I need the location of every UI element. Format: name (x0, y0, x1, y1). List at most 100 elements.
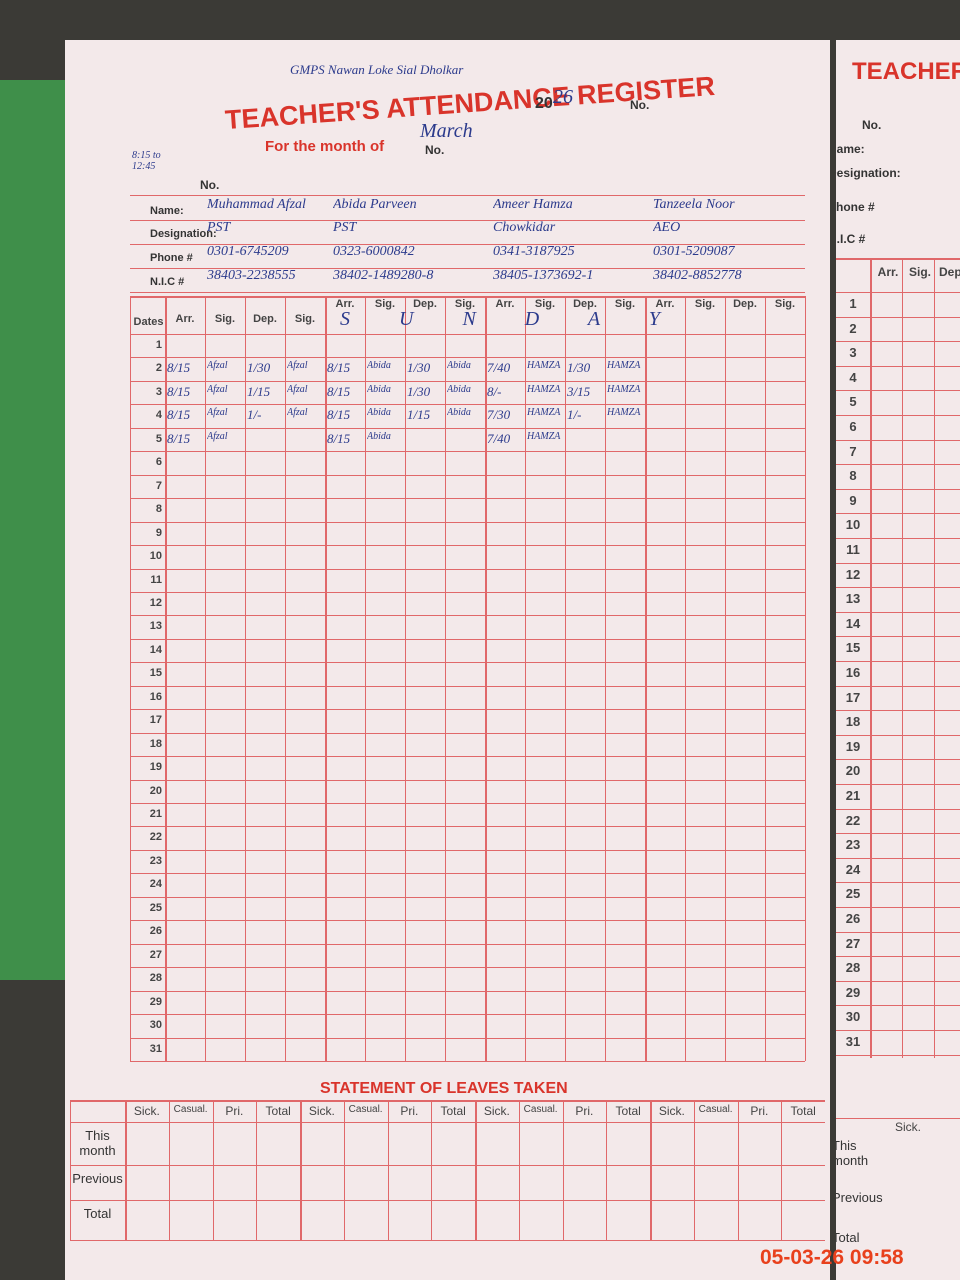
date: 10 (845, 517, 861, 533)
date: 6 (155, 456, 162, 469)
date: 25 (845, 886, 861, 902)
column-header: Sig. (534, 298, 556, 310)
rule-line (125, 1100, 127, 1240)
date: 30 (845, 1009, 861, 1025)
rule-line (836, 341, 960, 343)
entry-arr-sig: Afzal (207, 407, 228, 419)
entry-dep-sig: Abida (447, 383, 471, 395)
entry-arr: 8/15 (167, 430, 191, 446)
date: 5 (849, 394, 857, 410)
entry-dep-sig: Afzal (287, 360, 308, 372)
rule-line (70, 1100, 825, 1102)
date: 28 (845, 960, 861, 976)
rule-line (836, 759, 960, 761)
entry-arr-sig: HAMZA (527, 430, 561, 442)
rule-line (130, 803, 805, 804)
rule-line (836, 464, 960, 466)
rule-line (130, 591, 805, 593)
entry-dep-sig: Afzal (287, 407, 308, 419)
entry-dep-sig: Afzal (287, 383, 308, 395)
rule-line (285, 296, 286, 1061)
teacher-designation: PST (207, 220, 231, 235)
date: 14 (149, 643, 162, 656)
date: 29 (845, 984, 861, 1000)
rule-line (562, 1100, 564, 1240)
column-header: Dep. (413, 298, 437, 310)
teacher-nic: 38402-1489280-8 (333, 268, 434, 283)
rule-line (650, 1100, 652, 1240)
rule-line (130, 498, 805, 500)
column-header: Sig. (374, 298, 396, 310)
rule-line (836, 1118, 960, 1119)
column-header: Arr. (335, 298, 355, 310)
entry-arr: 7/40 (487, 430, 511, 446)
rule-line (836, 882, 960, 884)
rule-line (130, 220, 805, 221)
rule-line (445, 296, 446, 1061)
rule-line (836, 956, 960, 958)
date: 31 (845, 1034, 861, 1049)
rule-line (836, 258, 960, 260)
teacher-name: Muhammad Afzal (207, 197, 306, 212)
rule-line (130, 662, 805, 664)
rule-line (431, 1100, 433, 1240)
day-note: S U N D A Y (340, 308, 682, 330)
date: 6 (849, 419, 857, 434)
rule-line (387, 1100, 389, 1240)
rule-line (165, 296, 167, 1061)
margin-note: 8:15 to 12:45 (132, 150, 161, 172)
rule-line (836, 857, 960, 859)
rule-line (836, 907, 960, 908)
leave-column-header: Sick. (308, 1104, 335, 1118)
rule-line (365, 296, 366, 1061)
rule-line (70, 1165, 825, 1166)
date: 23 (845, 837, 861, 853)
entry-arr-sig: Afzal (207, 430, 228, 442)
date: 15 (845, 640, 861, 656)
leave-column-header: Pri. (575, 1104, 594, 1118)
column-header: Sig. (454, 298, 476, 310)
rule-line (836, 488, 960, 490)
entry-dep: 1/- (567, 407, 582, 423)
rule-line (565, 296, 566, 1061)
rule-line (525, 296, 526, 1061)
timestamp: 05-03-26 09:58 (760, 1246, 904, 1269)
rule-line (836, 1005, 960, 1007)
rule-line (130, 568, 805, 570)
date: 23 (149, 854, 162, 867)
leave-row-label: Previous (836, 1190, 883, 1205)
leave-column-header: Casual. (348, 1104, 383, 1115)
column-header: Arr. (175, 313, 195, 325)
entry-arr-sig: HAMZA (527, 383, 561, 395)
leave-column-header: Casual. (523, 1104, 558, 1115)
teacher-designation: PST (333, 220, 357, 235)
date: 7 (849, 443, 857, 459)
leave-column-header: Total (265, 1104, 291, 1118)
date: 21 (845, 788, 861, 803)
field-label: Phone # (150, 252, 193, 264)
entry-arr: 8/15 (167, 383, 191, 399)
year: 26 (553, 86, 573, 108)
teacher-name: Abida Parveen (333, 197, 417, 212)
column-header: Sig. (908, 265, 931, 279)
date: 26 (149, 925, 162, 938)
date: 14 (845, 615, 861, 631)
date: 4 (849, 369, 857, 385)
date: 30 (149, 1019, 162, 1032)
field-label: N.I.C # (150, 276, 185, 288)
dates-label: Dates (133, 316, 164, 328)
date: 8 (849, 468, 857, 484)
date: 15 (149, 667, 162, 680)
rule-line (836, 292, 960, 293)
entry-arr-sig: Afzal (207, 383, 228, 395)
rule-line (645, 296, 647, 1061)
date: 4 (155, 409, 162, 422)
rule-line (130, 380, 805, 382)
date: 11 (150, 573, 162, 586)
rule-line (781, 1100, 783, 1240)
entry-arr-sig: HAMZA (527, 407, 561, 419)
date: 28 (149, 972, 162, 985)
rule-line (685, 296, 686, 1061)
rule-line (130, 357, 805, 359)
